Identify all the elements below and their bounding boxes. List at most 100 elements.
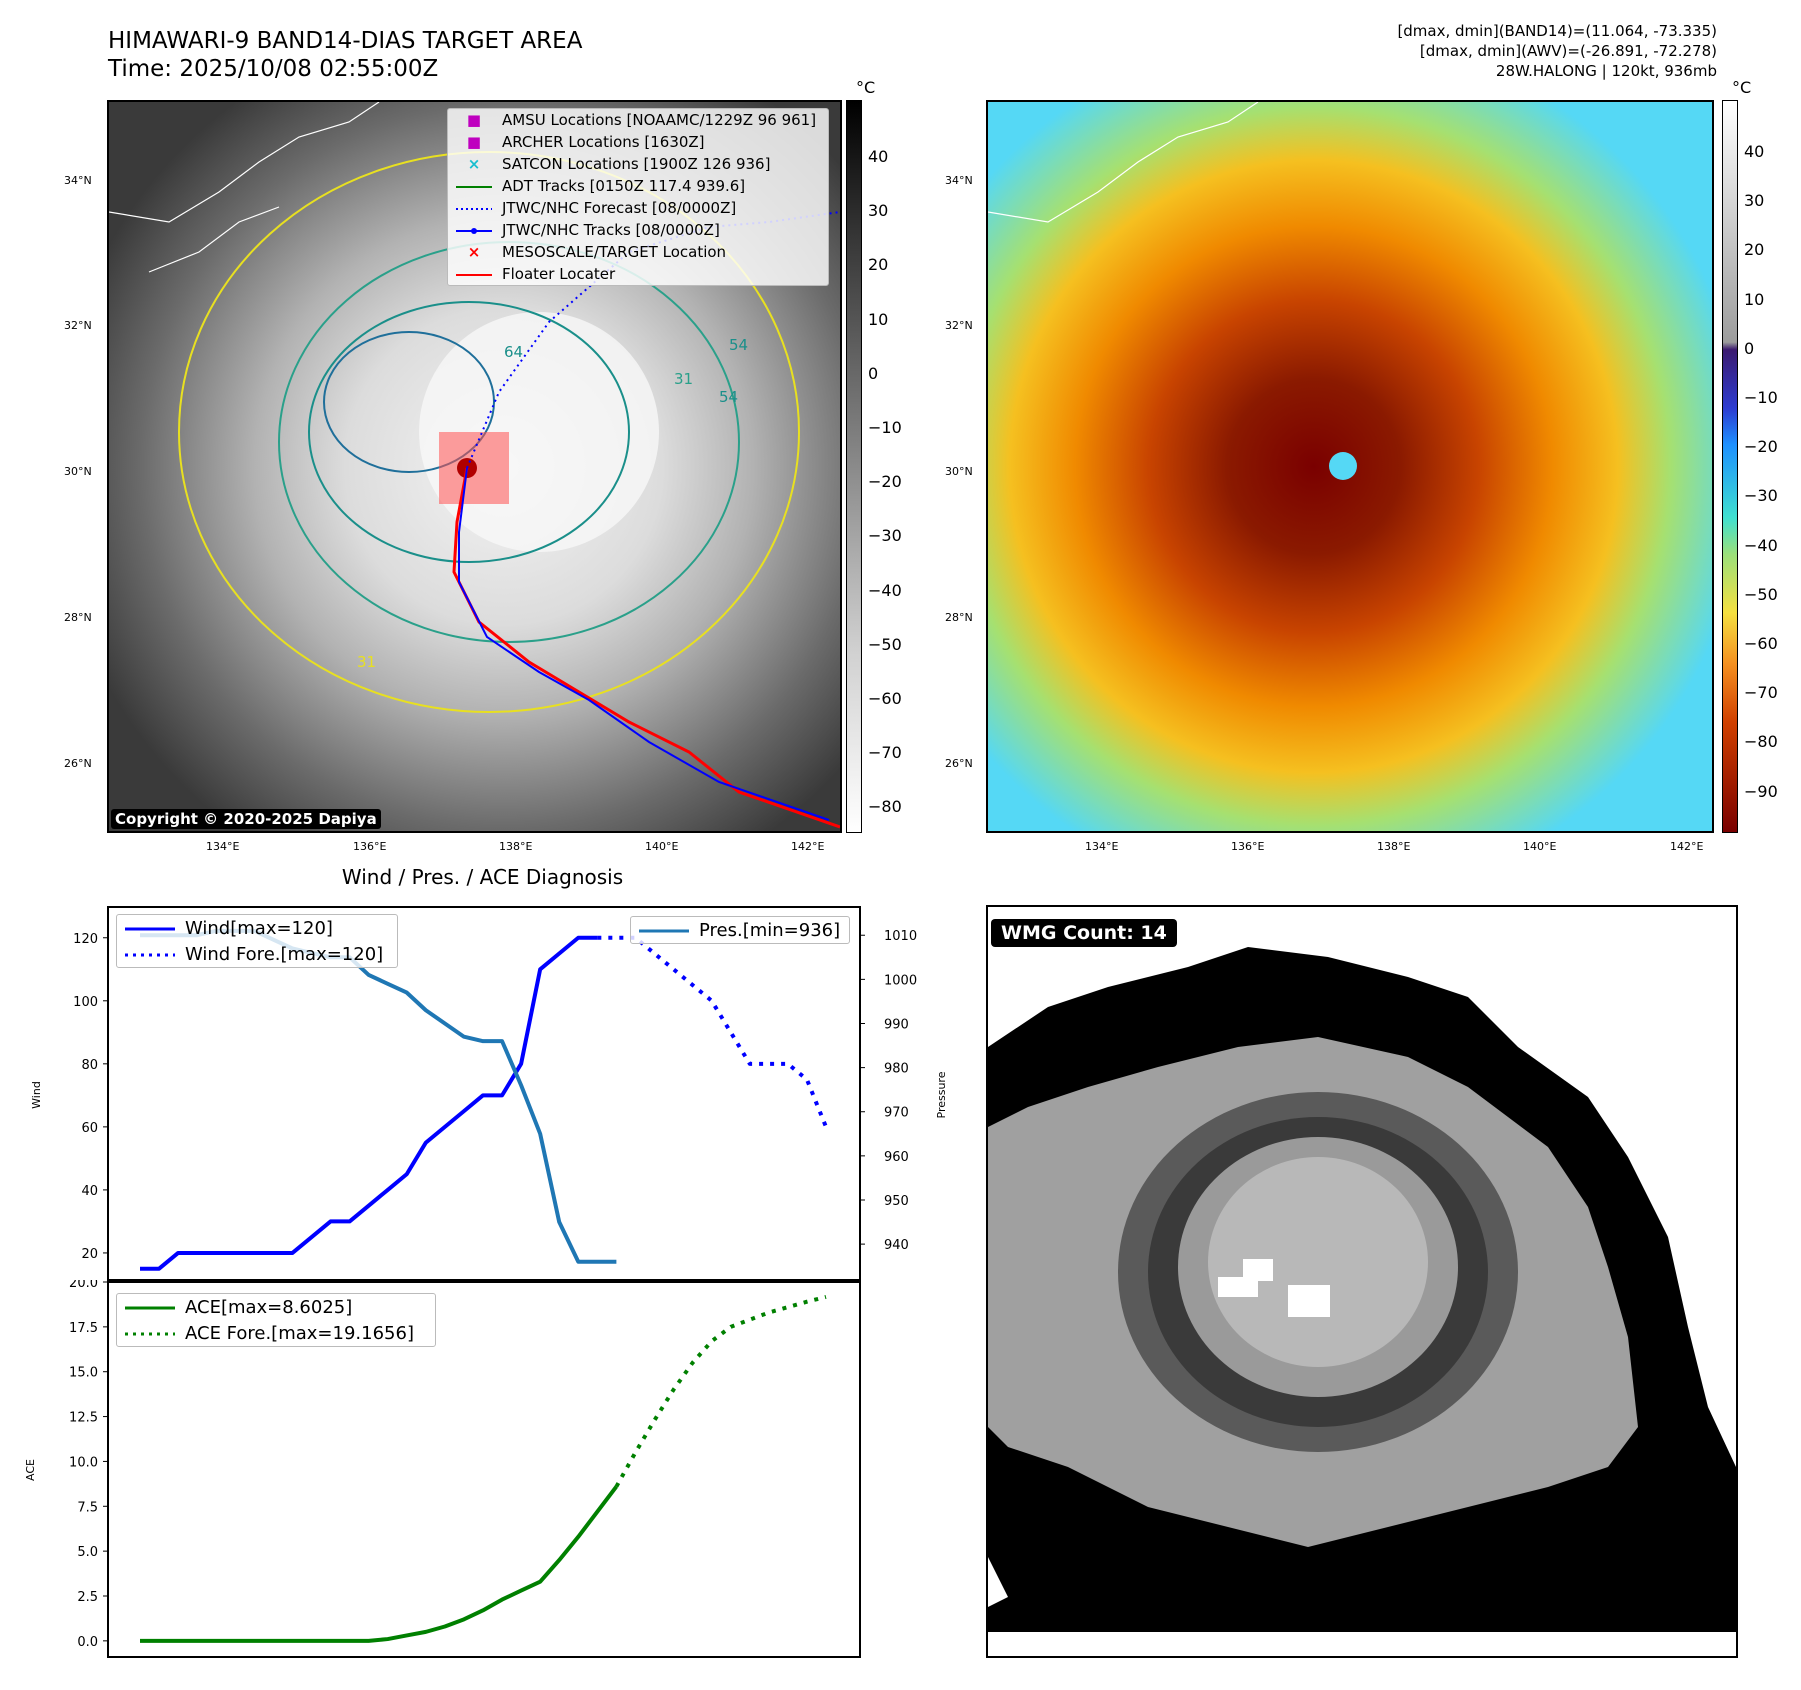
ace-y-tick: 7.5 bbox=[77, 1500, 98, 1515]
contour-label: 31 bbox=[357, 653, 376, 671]
ace-y-tick: 10.0 bbox=[69, 1455, 98, 1470]
ace-legend: ACE[max=8.6025] ACE Fore.[max=19.1656] bbox=[116, 1293, 436, 1347]
legend-item-floater: Floater Locater bbox=[448, 263, 828, 285]
wind-y-tick: 20 bbox=[81, 1247, 98, 1262]
pressure-y-tick: 970 bbox=[884, 1106, 909, 1121]
enhanced-colorbar-tick: −90 bbox=[1744, 781, 1778, 801]
legend-label: Wind Fore.[max=120] bbox=[185, 943, 384, 965]
map-lon-label: 134°E bbox=[1085, 840, 1119, 853]
legend-item-wind-fore: Wind Fore.[max=120] bbox=[117, 941, 397, 967]
wmg-panel: WMG Count: 14 bbox=[986, 905, 1738, 1658]
legend-label: JTWC/NHC Forecast [08/0000Z] bbox=[502, 199, 737, 217]
legend-label: ACE Fore.[max=19.1656] bbox=[185, 1322, 414, 1344]
ir-colorbar-tick: −70 bbox=[868, 743, 902, 763]
legend-item-tracks: JTWC/NHC Tracks [08/0000Z] bbox=[448, 219, 828, 241]
map-lat-label: 26°N bbox=[945, 757, 973, 770]
contour-label: 31 bbox=[674, 370, 693, 388]
ace-y-tick: 0.0 bbox=[77, 1635, 98, 1650]
legend-item-ace-fore: ACE Fore.[max=19.1656] bbox=[117, 1320, 435, 1346]
ace-y-tick: 2.5 bbox=[77, 1590, 98, 1605]
enhanced-colorbar-tick: 0 bbox=[1744, 338, 1755, 358]
map-lat-label: 34°N bbox=[945, 174, 973, 187]
ir-map-panel: 64 54 31 31 54 ■ AMSU Locations [NOAAMC/1… bbox=[107, 100, 842, 833]
ace-chart-frame bbox=[107, 1281, 861, 1658]
map-lat-label: 30°N bbox=[945, 465, 973, 478]
ace-series-line-1 bbox=[614, 1294, 827, 1488]
map-lat-label: 26°N bbox=[64, 757, 92, 770]
enhanced-colorbar-tick: 20 bbox=[1744, 240, 1765, 260]
ace-y-tick: 17.5 bbox=[69, 1321, 98, 1336]
ace-series-line-0 bbox=[140, 1485, 618, 1643]
ir-colorbar-tick: −10 bbox=[868, 418, 902, 437]
jtwc-track bbox=[458, 467, 830, 821]
square-marker-icon: ■ bbox=[466, 111, 482, 129]
line-marker-icon bbox=[456, 177, 492, 195]
ace-y-tick: 20.0 bbox=[69, 1280, 98, 1291]
pressure-y-tick: 940 bbox=[884, 1238, 909, 1253]
map-lon-label: 142°E bbox=[1670, 840, 1704, 853]
legend-label: ADT Tracks [0150Z 117.4 939.6] bbox=[502, 177, 746, 195]
ir-colorbar-tick: −80 bbox=[868, 797, 902, 817]
ir-colorbar-tick: −60 bbox=[868, 689, 902, 708]
square-marker-icon: ■ bbox=[466, 133, 482, 151]
enhanced-map-image bbox=[988, 102, 1712, 831]
ir-colorbar bbox=[846, 100, 862, 833]
ir-colorbar-tick: 10 bbox=[868, 309, 889, 329]
figure-title: HIMAWARI-9 BAND14-DIAS TARGET AREA bbox=[108, 28, 583, 54]
legend-item-archer: ■ ARCHER Locations [1630Z] bbox=[448, 131, 828, 153]
map-lon-label: 136°E bbox=[1231, 840, 1265, 853]
enhanced-colorbar-tick: 10 bbox=[1744, 289, 1765, 309]
wind-chart-frame bbox=[107, 906, 861, 1281]
pressure-y-tick: 950 bbox=[884, 1194, 909, 1209]
enhanced-colorbar-unit: °C bbox=[1732, 78, 1752, 97]
ace-y-tick: 5.0 bbox=[77, 1545, 98, 1560]
dotted-line-icon bbox=[125, 945, 175, 963]
stats-awv: [dmax, dmin](AWV)=(-26.891, -72.278) bbox=[1419, 42, 1717, 60]
contour-label: 54 bbox=[719, 388, 738, 406]
map-lon-label: 134°E bbox=[206, 840, 240, 853]
enhanced-colorbar-tick: −70 bbox=[1744, 683, 1778, 703]
copyright-badge: Copyright © 2020-2025 Dapiya bbox=[111, 809, 381, 829]
series-line-2 bbox=[140, 928, 617, 1264]
legend-label: Pres.[min=936] bbox=[699, 919, 841, 941]
stats-band14: [dmax, dmin](BAND14)=(11.064, -73.335) bbox=[1397, 22, 1717, 40]
pressure-legend: Pres.[min=936] bbox=[630, 916, 850, 944]
ir-colorbar-tick: 30 bbox=[868, 201, 889, 221]
wind-y-tick: 100 bbox=[73, 995, 98, 1010]
enhanced-map-panel bbox=[986, 100, 1714, 833]
legend-label: SATCON Locations [1900Z 126 936] bbox=[502, 155, 771, 173]
contour-label: 64 bbox=[504, 343, 523, 361]
map-lat-label: 30°N bbox=[64, 465, 92, 478]
map-lon-label: 142°E bbox=[791, 840, 825, 853]
x-marker-icon: × bbox=[467, 155, 481, 173]
enhanced-colorbar-tick: −40 bbox=[1744, 535, 1778, 555]
map-lat-label: 28°N bbox=[945, 611, 973, 624]
legend-item-wind: Wind[max=120] bbox=[117, 915, 397, 941]
map-lon-label: 136°E bbox=[353, 840, 387, 853]
wind-y-tick: 120 bbox=[73, 932, 98, 947]
legend-label: AMSU Locations [NOAAMC/1229Z 96 961] bbox=[502, 111, 817, 129]
legend-label: JTWC/NHC Tracks [08/0000Z] bbox=[502, 221, 720, 239]
line-marker-icon bbox=[125, 919, 175, 937]
legend-label: ACE[max=8.6025] bbox=[185, 1296, 353, 1318]
wind-legend: Wind[max=120] Wind Fore.[max=120] bbox=[116, 914, 398, 968]
dotted-line-icon bbox=[125, 1324, 175, 1342]
enhanced-colorbar-tick: −50 bbox=[1744, 584, 1778, 604]
enhanced-colorbar-tick: −10 bbox=[1744, 388, 1778, 407]
ir-colorbar-tick: 40 bbox=[868, 147, 889, 166]
dotted-line-icon bbox=[456, 199, 492, 217]
ir-colorbar-tick: −40 bbox=[868, 580, 902, 600]
pressure-axis-label: Pressure bbox=[935, 1071, 948, 1118]
ace-chart: 20.0 17.5 15.0 12.5 10.0 7.5 5.0 2.5 0.0 ACE bbox=[24, 1280, 861, 1658]
map-lat-label: 28°N bbox=[64, 611, 92, 624]
dot-line-icon bbox=[456, 221, 492, 239]
figure-time: Time: 2025/10/08 02:55:00Z bbox=[108, 56, 439, 82]
ace-axis-label: ACE bbox=[24, 1459, 37, 1481]
x-marker-icon: × bbox=[467, 243, 481, 261]
line-marker-icon bbox=[125, 1298, 175, 1316]
stats-storm: 28W.HALONG | 120kt, 936mb bbox=[1495, 62, 1717, 80]
series-line-1 bbox=[597, 935, 828, 1128]
pressure-y-tick: 980 bbox=[884, 1062, 909, 1077]
pressure-y-tick: 960 bbox=[884, 1150, 909, 1165]
map-lon-label: 140°E bbox=[645, 840, 679, 853]
